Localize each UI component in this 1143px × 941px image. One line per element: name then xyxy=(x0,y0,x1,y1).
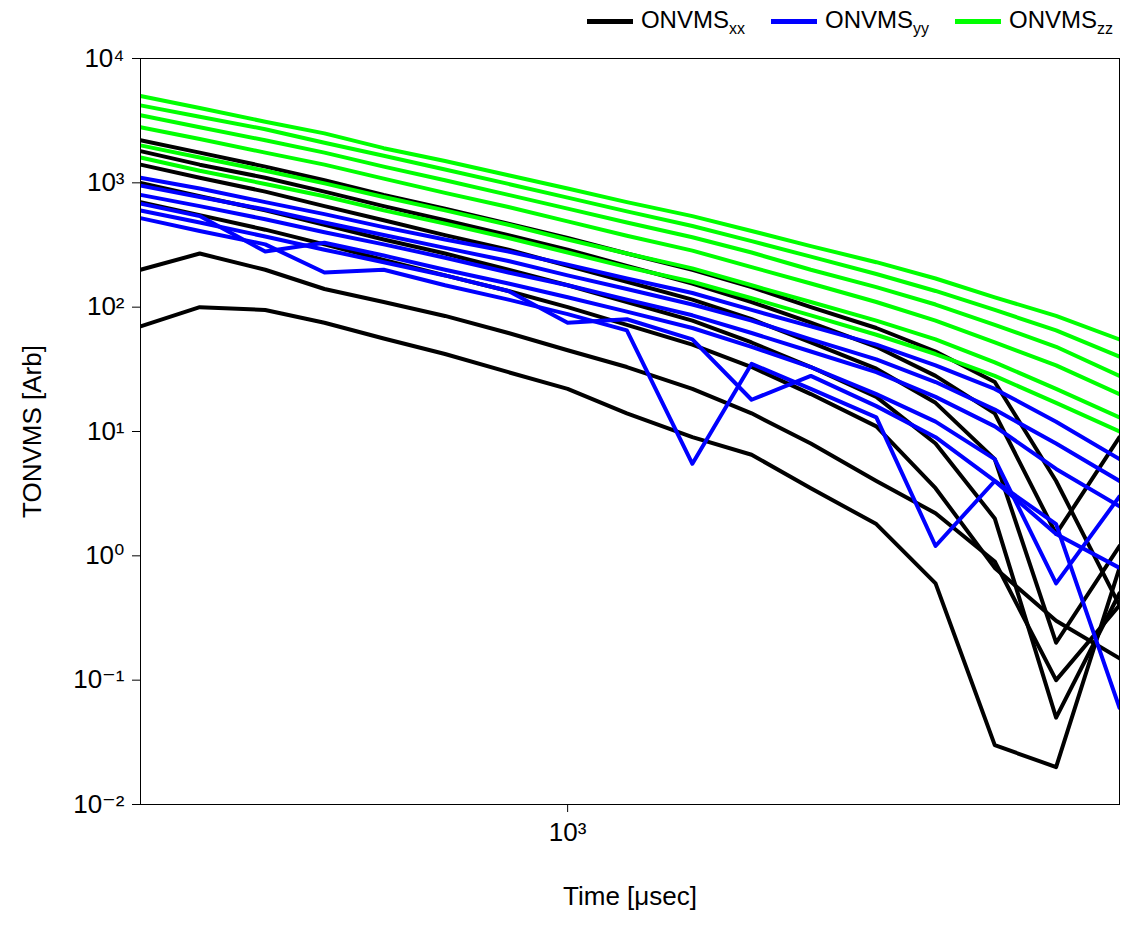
svg-text:10¹: 10¹ xyxy=(87,416,125,446)
svg-text:10²: 10² xyxy=(87,291,125,321)
html-text:ONVMSyy: ONVMSyy xyxy=(825,6,929,37)
html-text:ONVMSxx: ONVMSxx xyxy=(641,6,745,37)
svg-text:10⁴: 10⁴ xyxy=(84,44,124,73)
svg-text:10⁻¹: 10⁻¹ xyxy=(73,664,125,694)
svg-text:10³: 10³ xyxy=(87,167,125,197)
svg-text:10⁻²: 10⁻² xyxy=(73,789,125,819)
svg-text:TONVMS [Arb]: TONVMS [Arb] xyxy=(17,345,47,518)
svg-text:Time [μsec]: Time [μsec] xyxy=(563,881,697,911)
html-text:ONVMSzz: ONVMSzz xyxy=(1009,6,1113,37)
svg-text:10⁰: 10⁰ xyxy=(85,540,124,570)
svg-text:10³: 10³ xyxy=(549,817,587,847)
